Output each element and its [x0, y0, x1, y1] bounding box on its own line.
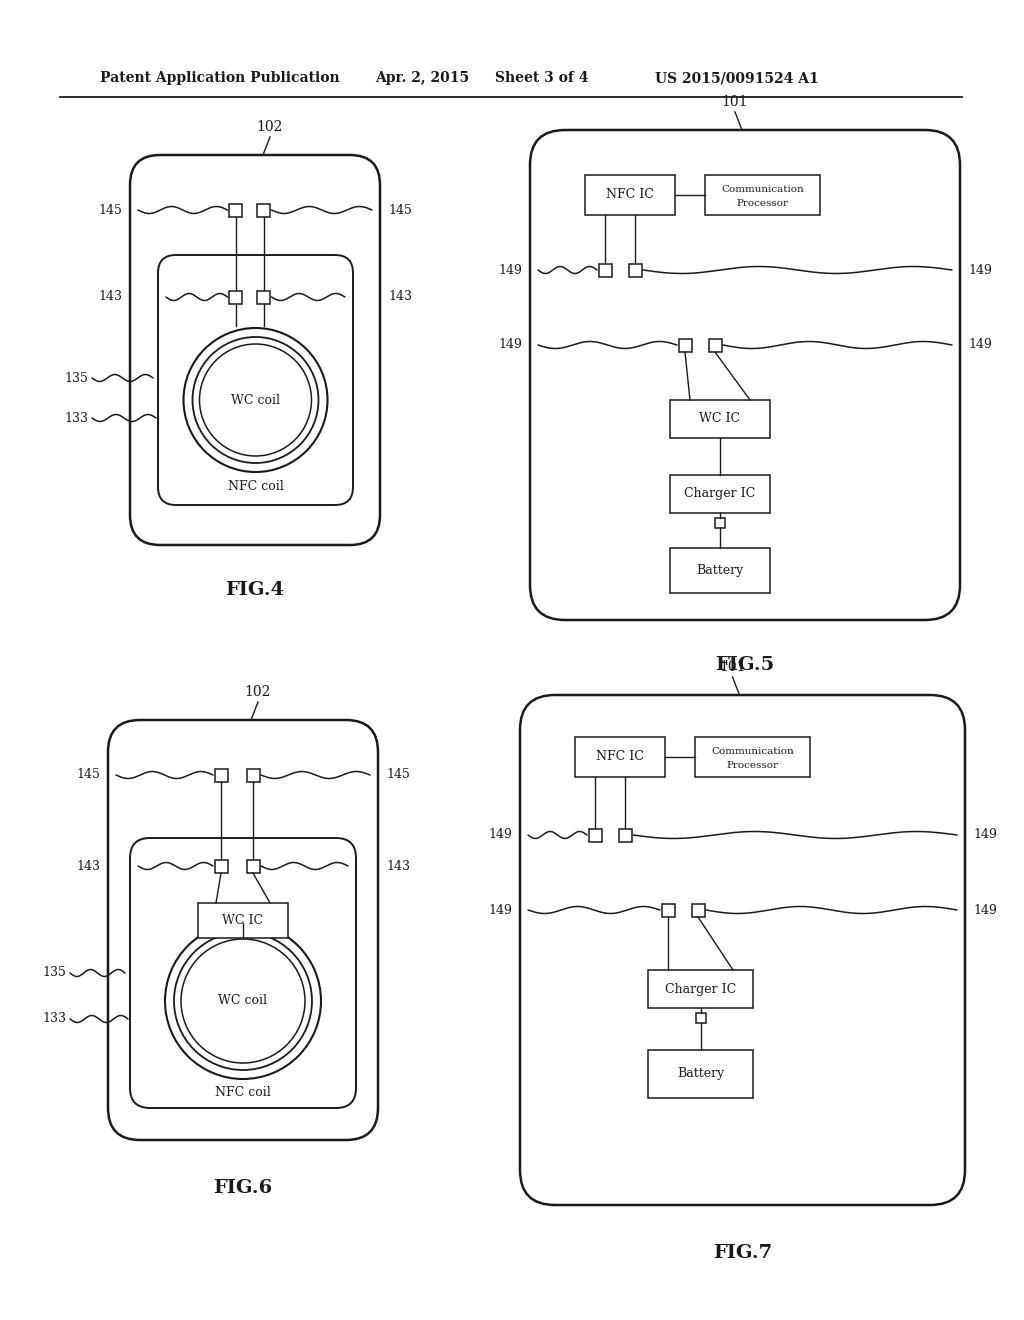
Text: Battery: Battery — [677, 1068, 724, 1081]
Text: FIG.7: FIG.7 — [713, 1243, 772, 1262]
Text: Apr. 2, 2015: Apr. 2, 2015 — [375, 71, 469, 84]
Bar — [709, 338, 722, 351]
Bar — [705, 176, 820, 215]
Bar — [585, 176, 675, 215]
Text: 143: 143 — [76, 859, 100, 873]
Text: 149: 149 — [968, 338, 992, 351]
Text: 143: 143 — [388, 290, 412, 304]
Text: 143: 143 — [98, 290, 122, 304]
Bar — [679, 338, 691, 351]
Text: Communication: Communication — [711, 747, 794, 755]
Text: Sheet 3 of 4: Sheet 3 of 4 — [495, 71, 589, 84]
Text: WC IC: WC IC — [222, 913, 263, 927]
Bar — [648, 970, 753, 1008]
Bar — [618, 829, 632, 842]
Text: NFC coil: NFC coil — [215, 1086, 271, 1100]
Text: NFC IC: NFC IC — [606, 189, 654, 202]
Text: NFC IC: NFC IC — [596, 751, 644, 763]
Text: FIG.4: FIG.4 — [225, 581, 285, 599]
Bar — [715, 517, 725, 528]
Text: 135: 135 — [42, 966, 66, 979]
Text: Charger IC: Charger IC — [665, 982, 736, 995]
Text: 149: 149 — [488, 903, 512, 916]
Text: WC coil: WC coil — [231, 393, 280, 407]
Bar — [247, 768, 259, 781]
Text: 149: 149 — [968, 264, 992, 276]
Text: FIG.5: FIG.5 — [716, 656, 774, 675]
Text: 145: 145 — [386, 768, 410, 781]
Bar — [257, 290, 270, 304]
Text: 143: 143 — [386, 859, 410, 873]
Text: 149: 149 — [488, 829, 512, 842]
Bar — [575, 737, 665, 777]
Text: FIG.6: FIG.6 — [213, 1179, 272, 1197]
Bar — [648, 1049, 753, 1098]
Text: US 2015/0091524 A1: US 2015/0091524 A1 — [655, 71, 819, 84]
Text: 149: 149 — [498, 264, 522, 276]
Bar — [598, 264, 611, 276]
Text: 102: 102 — [257, 120, 284, 135]
Text: 145: 145 — [76, 768, 100, 781]
Text: Battery: Battery — [696, 564, 743, 577]
Text: 149: 149 — [498, 338, 522, 351]
Bar — [695, 737, 810, 777]
Bar — [695, 1012, 706, 1023]
Text: NFC coil: NFC coil — [227, 480, 284, 494]
Text: Charger IC: Charger IC — [684, 487, 756, 500]
Text: Processor: Processor — [736, 198, 788, 207]
Bar — [214, 768, 227, 781]
Text: WC IC: WC IC — [699, 412, 740, 425]
Bar — [662, 903, 675, 916]
Bar — [198, 903, 288, 939]
Bar — [229, 290, 242, 304]
Bar — [257, 203, 270, 216]
Bar — [589, 829, 601, 842]
Bar — [691, 903, 705, 916]
Text: Communication: Communication — [721, 185, 804, 194]
Text: 133: 133 — [63, 412, 88, 425]
Text: 135: 135 — [65, 371, 88, 384]
Bar — [214, 859, 227, 873]
Bar — [670, 548, 770, 593]
Bar — [629, 264, 641, 276]
Text: 101: 101 — [722, 95, 749, 110]
Text: 149: 149 — [973, 903, 997, 916]
Text: Processor: Processor — [726, 760, 778, 770]
Bar — [670, 400, 770, 438]
Text: 149: 149 — [973, 829, 997, 842]
Text: 133: 133 — [42, 1012, 66, 1026]
Text: 101: 101 — [719, 660, 745, 675]
Text: 145: 145 — [98, 203, 122, 216]
Bar — [229, 203, 242, 216]
Bar — [247, 859, 259, 873]
Text: 102: 102 — [245, 685, 271, 700]
Bar — [670, 475, 770, 513]
Text: 145: 145 — [388, 203, 412, 216]
Text: WC coil: WC coil — [218, 994, 267, 1007]
Text: Patent Application Publication: Patent Application Publication — [100, 71, 340, 84]
